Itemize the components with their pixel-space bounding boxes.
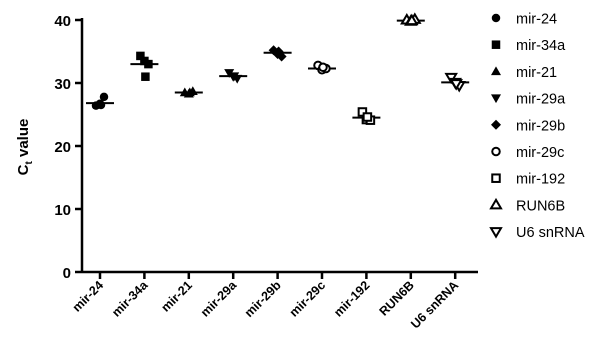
legend-label-3: mir-29a xyxy=(516,92,566,108)
y-axis-label-main: C xyxy=(15,164,32,175)
legend-label-1: mir-34a xyxy=(516,38,566,54)
legend-label-5: mir-29c xyxy=(516,145,564,161)
x-tick-label-6: mir-192 xyxy=(331,278,372,319)
point-8-3 xyxy=(449,79,463,91)
point-5-3 xyxy=(318,62,328,72)
point-1-3 xyxy=(141,72,150,81)
y-tick-label-10: 10 xyxy=(54,202,71,219)
x-tick-label-1: mir-34a xyxy=(109,277,151,319)
legend-marker-0 xyxy=(491,13,501,23)
y-axis-label-subscript: t xyxy=(24,161,35,165)
legend-marker-7 xyxy=(489,197,503,210)
x-tick-label-8: U6 snRNA xyxy=(408,278,461,331)
point-1-0 xyxy=(136,51,145,61)
x-tick-label-2: mir-21 xyxy=(158,278,194,314)
point-6-3 xyxy=(362,112,373,122)
point-1-2 xyxy=(144,59,153,69)
point-0-3 xyxy=(96,100,106,110)
legend-label-0: mir-24 xyxy=(516,12,557,28)
legend-marker-6 xyxy=(491,173,501,183)
point-4-3 xyxy=(273,46,284,57)
y-tick-label-40: 40 xyxy=(54,13,71,30)
legend-label-4: mir-29b xyxy=(516,118,565,134)
data-marks xyxy=(86,12,470,125)
legend-marker-2 xyxy=(491,66,501,76)
y-axis-label-rest: value xyxy=(15,119,32,162)
legend-label-7: RUN6B xyxy=(516,198,565,214)
x-tick-label-5: mir-29c xyxy=(287,278,328,319)
point-0-2 xyxy=(99,92,109,102)
x-tick-label-4: mir-29b xyxy=(242,278,284,320)
legend: mir-24 mir-34a mir-21 mir-29a mir-29b mir-29c… xyxy=(489,12,585,241)
y-tick-label-20: 20 xyxy=(54,139,71,156)
point-2-3 xyxy=(184,87,195,97)
point-3-3 xyxy=(229,72,240,82)
legend-label-8: U6 snRNA xyxy=(516,225,585,241)
y-axis-label: Ct value xyxy=(15,119,35,176)
y-tick-label-30: 30 xyxy=(54,76,71,93)
legend-marker-5 xyxy=(491,146,501,157)
legend-marker-4 xyxy=(491,119,501,130)
y-tick-label-0: 0 xyxy=(63,265,71,282)
x-tick-label-0: mir-24 xyxy=(70,278,106,314)
point-7-3 xyxy=(405,13,419,26)
legend-label-6: mir-192 xyxy=(516,172,565,188)
legend-marker-3 xyxy=(491,94,501,104)
x-tick-label-3: mir-29a xyxy=(198,277,240,319)
legend-marker-1 xyxy=(491,40,501,49)
legend-label-2: mir-21 xyxy=(516,65,557,81)
x-tick-label-7: RUN6B xyxy=(377,278,417,318)
legend-marker-8 xyxy=(489,227,503,239)
